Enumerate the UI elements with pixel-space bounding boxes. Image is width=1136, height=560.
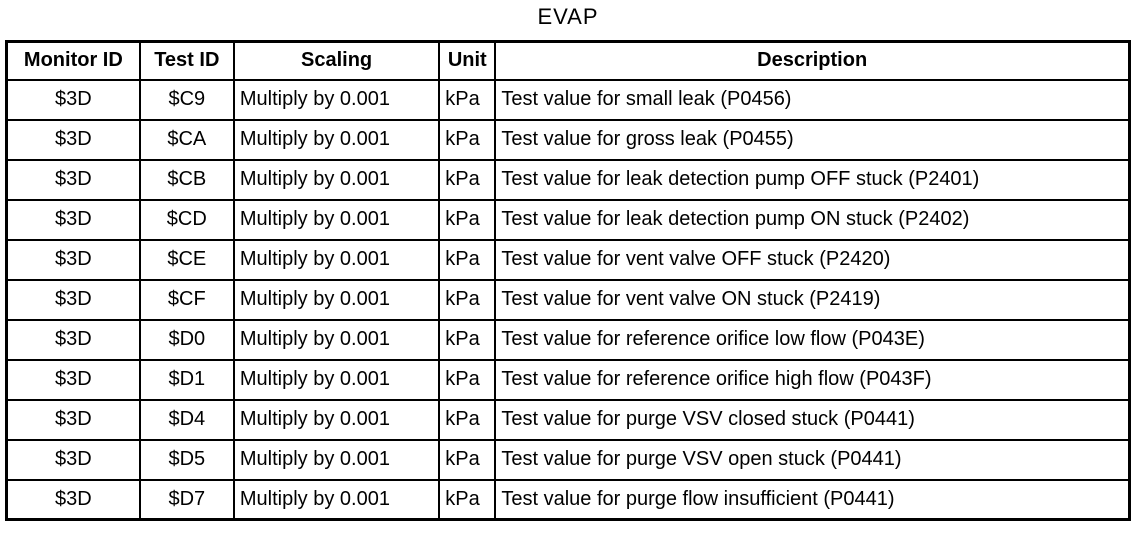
cell-test-id: $D1 bbox=[138, 358, 235, 401]
cell-test-id: $C9 bbox=[138, 78, 235, 121]
cell-monitor-id: $3D bbox=[5, 318, 141, 361]
cell-description: Test value for vent valve OFF stuck (P24… bbox=[494, 238, 1131, 281]
column-header-test-id: Test ID bbox=[138, 40, 235, 81]
cell-description: Test value for purge VSV closed stuck (P… bbox=[494, 398, 1131, 441]
cell-monitor-id: $3D bbox=[5, 238, 141, 281]
cell-description: Test value for purge flow insufficient (… bbox=[494, 478, 1131, 521]
table-row: $3D $D1 Multiply by 0.001 kPa Test value for… bbox=[5, 358, 1131, 401]
cell-description: Test value for purge VSV open stuck (P04… bbox=[494, 438, 1131, 481]
table-row: $3D $CF Multiply by 0.001 kPa Test value for… bbox=[5, 278, 1131, 321]
cell-monitor-id: $3D bbox=[5, 398, 141, 441]
cell-test-id: $D5 bbox=[138, 438, 235, 481]
column-header-unit: Unit bbox=[438, 40, 497, 81]
cell-monitor-id: $3D bbox=[5, 478, 141, 521]
cell-scaling: Multiply by 0.001 bbox=[232, 318, 441, 361]
table-header: Monitor ID Test ID Scaling Unit Description bbox=[5, 40, 1131, 81]
cell-unit: kPa bbox=[438, 158, 497, 201]
column-header-scaling: Scaling bbox=[232, 40, 441, 81]
cell-test-id: $D0 bbox=[138, 318, 235, 361]
cell-test-id: $CE bbox=[138, 238, 235, 281]
cell-unit: kPa bbox=[438, 478, 497, 521]
cell-monitor-id: $3D bbox=[5, 78, 141, 121]
table-row: $3D $CA Multiply by 0.001 kPa Test value for… bbox=[5, 118, 1131, 161]
table-row: $3D $CB Multiply by 0.001 kPa Test value for… bbox=[5, 158, 1131, 201]
cell-unit: kPa bbox=[438, 318, 497, 361]
cell-description: Test value for vent valve ON stuck (P241… bbox=[494, 278, 1131, 321]
cell-test-id: $CF bbox=[138, 278, 235, 321]
cell-test-id: $CD bbox=[138, 198, 235, 241]
cell-test-id: $CB bbox=[138, 158, 235, 201]
table-body: $3D $C9 Multiply by 0.001 kPa Test value for… bbox=[5, 78, 1131, 521]
table-row: $3D $CD Multiply by 0.001 kPa Test value for… bbox=[5, 198, 1131, 241]
cell-description: Test value for leak detection pump OFF s… bbox=[494, 158, 1131, 201]
cell-test-id: $D4 bbox=[138, 398, 235, 441]
cell-unit: kPa bbox=[438, 398, 497, 441]
cell-test-id: $D7 bbox=[138, 478, 235, 521]
cell-monitor-id: $3D bbox=[5, 278, 141, 321]
column-header-description: Description bbox=[494, 40, 1131, 81]
cell-scaling: Multiply by 0.001 bbox=[232, 358, 441, 401]
cell-unit: kPa bbox=[438, 78, 497, 121]
cell-unit: kPa bbox=[438, 198, 497, 241]
cell-description: Test value for leak detection pump ON st… bbox=[494, 198, 1131, 241]
cell-unit: kPa bbox=[438, 118, 497, 161]
cell-scaling: Multiply by 0.001 bbox=[232, 118, 441, 161]
table-row: $3D $D4 Multiply by 0.001 kPa Test value for… bbox=[5, 398, 1131, 441]
cell-scaling: Multiply by 0.001 bbox=[232, 238, 441, 281]
cell-unit: kPa bbox=[438, 358, 497, 401]
cell-scaling: Multiply by 0.001 bbox=[232, 78, 441, 121]
cell-scaling: Multiply by 0.001 bbox=[232, 198, 441, 241]
table-row: $3D $D7 Multiply by 0.001 kPa Test value for… bbox=[5, 478, 1131, 521]
cell-unit: kPa bbox=[438, 438, 497, 481]
table-row: $3D $C9 Multiply by 0.001 kPa Test value for… bbox=[5, 78, 1131, 121]
page-title: EVAP bbox=[537, 4, 599, 29]
column-header-monitor-id: Monitor ID bbox=[5, 40, 141, 81]
cell-description: Test value for reference orifice high fl… bbox=[494, 358, 1131, 401]
cell-scaling: Multiply by 0.001 bbox=[232, 478, 441, 521]
table-row: $3D $CE Multiply by 0.001 kPa Test value for… bbox=[5, 238, 1131, 281]
cell-monitor-id: $3D bbox=[5, 118, 141, 161]
cell-test-id: $CA bbox=[138, 118, 235, 161]
table-row: $3D $D0 Multiply by 0.001 kPa Test value for… bbox=[5, 318, 1131, 361]
cell-description: Test value for gross leak (P0455) bbox=[494, 118, 1131, 161]
cell-monitor-id: $3D bbox=[5, 158, 141, 201]
evap-test-table: Monitor ID Test ID Scaling Unit Description … bbox=[5, 40, 1131, 521]
cell-monitor-id: $3D bbox=[5, 198, 141, 241]
cell-description: Test value for small leak (P0456) bbox=[494, 78, 1131, 121]
cell-unit: kPa bbox=[438, 238, 497, 281]
cell-scaling: Multiply by 0.001 bbox=[232, 278, 441, 321]
cell-unit: kPa bbox=[438, 278, 497, 321]
cell-monitor-id: $3D bbox=[5, 358, 141, 401]
table-row: $3D $D5 Multiply by 0.001 kPa Test value for… bbox=[5, 438, 1131, 481]
cell-scaling: Multiply by 0.001 bbox=[232, 438, 441, 481]
cell-scaling: Multiply by 0.001 bbox=[232, 158, 441, 201]
cell-monitor-id: $3D bbox=[5, 438, 141, 481]
header-row: Monitor ID Test ID Scaling Unit Description bbox=[5, 40, 1131, 81]
cell-scaling: Multiply by 0.001 bbox=[232, 398, 441, 441]
cell-description: Test value for reference orifice low flo… bbox=[494, 318, 1131, 361]
